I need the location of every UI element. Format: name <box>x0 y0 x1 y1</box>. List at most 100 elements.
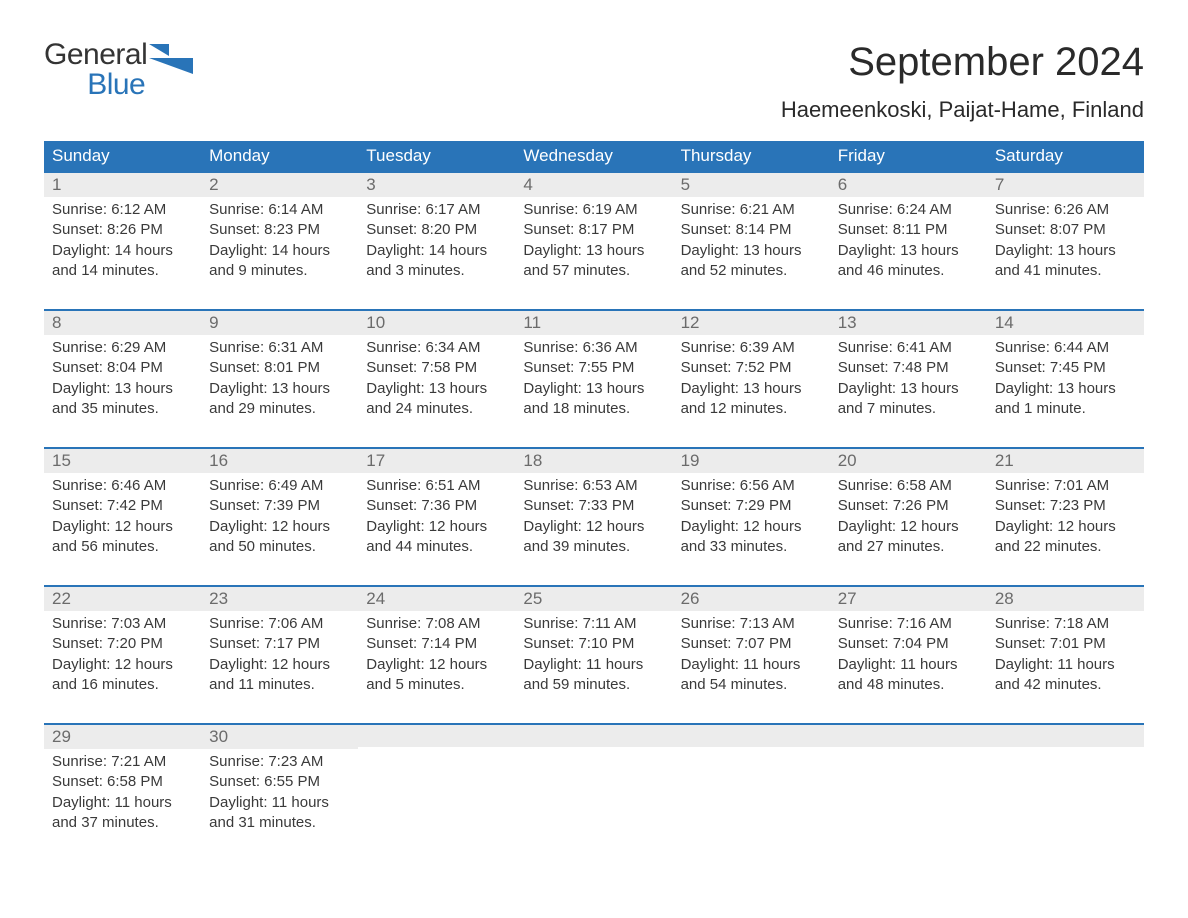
daylight-line: and 12 minutes. <box>681 399 822 419</box>
sunset-line: Sunset: 7:17 PM <box>209 634 350 654</box>
sunset-line: Sunset: 7:20 PM <box>52 634 193 654</box>
sunrise-line: Sunrise: 6:39 AM <box>681 338 822 358</box>
day-cell <box>515 724 672 861</box>
week-row: 22Sunrise: 7:03 AMSunset: 7:20 PMDayligh… <box>44 586 1144 724</box>
day-details: Sunrise: 7:08 AMSunset: 7:14 PMDaylight:… <box>358 611 515 695</box>
daylight-line: and 52 minutes. <box>681 261 822 281</box>
sunset-line: Sunset: 7:45 PM <box>995 358 1136 378</box>
col-thursday: Thursday <box>673 141 830 172</box>
day-number: 15 <box>44 449 201 473</box>
sunset-line: Sunset: 7:29 PM <box>681 496 822 516</box>
week-row: 1Sunrise: 6:12 AMSunset: 8:26 PMDaylight… <box>44 172 1144 310</box>
daylight-line: Daylight: 13 hours <box>838 241 979 261</box>
sunset-line: Sunset: 7:58 PM <box>366 358 507 378</box>
day-cell: 29Sunrise: 7:21 AMSunset: 6:58 PMDayligh… <box>44 724 201 861</box>
day-details: Sunrise: 6:56 AMSunset: 7:29 PMDaylight:… <box>673 473 830 557</box>
calendar-document: General Blue September 2024 Haemeenkoski… <box>44 40 1144 861</box>
sunset-line: Sunset: 8:04 PM <box>52 358 193 378</box>
day-details: Sunrise: 6:39 AMSunset: 7:52 PMDaylight:… <box>673 335 830 419</box>
day-number <box>673 725 830 747</box>
daylight-line: and 27 minutes. <box>838 537 979 557</box>
sunrise-line: Sunrise: 7:01 AM <box>995 476 1136 496</box>
day-number: 3 <box>358 173 515 197</box>
day-number: 20 <box>830 449 987 473</box>
day-number: 19 <box>673 449 830 473</box>
day-number: 2 <box>201 173 358 197</box>
day-details: Sunrise: 6:34 AMSunset: 7:58 PMDaylight:… <box>358 335 515 419</box>
daylight-line: Daylight: 13 hours <box>523 379 664 399</box>
daylight-line: Daylight: 13 hours <box>995 379 1136 399</box>
daylight-line: and 29 minutes. <box>209 399 350 419</box>
day-cell <box>830 724 987 861</box>
daylight-line: and 24 minutes. <box>366 399 507 419</box>
daylight-line: and 59 minutes. <box>523 675 664 695</box>
day-number: 6 <box>830 173 987 197</box>
sunrise-line: Sunrise: 7:08 AM <box>366 614 507 634</box>
day-details: Sunrise: 6:44 AMSunset: 7:45 PMDaylight:… <box>987 335 1144 419</box>
sunrise-line: Sunrise: 7:23 AM <box>209 752 350 772</box>
sunrise-line: Sunrise: 6:36 AM <box>523 338 664 358</box>
daylight-line: Daylight: 13 hours <box>838 379 979 399</box>
header: General Blue September 2024 Haemeenkoski… <box>44 40 1144 123</box>
day-cell: 21Sunrise: 7:01 AMSunset: 7:23 PMDayligh… <box>987 448 1144 586</box>
sunset-line: Sunset: 7:26 PM <box>838 496 979 516</box>
day-cell: 10Sunrise: 6:34 AMSunset: 7:58 PMDayligh… <box>358 310 515 448</box>
sunset-line: Sunset: 7:55 PM <box>523 358 664 378</box>
day-details: Sunrise: 6:17 AMSunset: 8:20 PMDaylight:… <box>358 197 515 281</box>
day-number: 30 <box>201 725 358 749</box>
sunrise-line: Sunrise: 6:41 AM <box>838 338 979 358</box>
page-subtitle: Haemeenkoski, Paijat-Hame, Finland <box>781 97 1144 123</box>
sunset-line: Sunset: 8:20 PM <box>366 220 507 240</box>
sunrise-line: Sunrise: 6:53 AM <box>523 476 664 496</box>
daylight-line: and 46 minutes. <box>838 261 979 281</box>
sunrise-line: Sunrise: 7:13 AM <box>681 614 822 634</box>
daylight-line: Daylight: 13 hours <box>52 379 193 399</box>
day-number: 16 <box>201 449 358 473</box>
daylight-line: and 56 minutes. <box>52 537 193 557</box>
daylight-line: and 44 minutes. <box>366 537 507 557</box>
daylight-line: and 42 minutes. <box>995 675 1136 695</box>
daylight-line: and 18 minutes. <box>523 399 664 419</box>
week-row: 29Sunrise: 7:21 AMSunset: 6:58 PMDayligh… <box>44 724 1144 861</box>
sunset-line: Sunset: 8:26 PM <box>52 220 193 240</box>
day-number: 12 <box>673 311 830 335</box>
daylight-line: Daylight: 12 hours <box>209 655 350 675</box>
day-details: Sunrise: 6:14 AMSunset: 8:23 PMDaylight:… <box>201 197 358 281</box>
day-details: Sunrise: 6:19 AMSunset: 8:17 PMDaylight:… <box>515 197 672 281</box>
daylight-line: Daylight: 13 hours <box>209 379 350 399</box>
day-number: 8 <box>44 311 201 335</box>
sunrise-line: Sunrise: 7:21 AM <box>52 752 193 772</box>
day-cell: 18Sunrise: 6:53 AMSunset: 7:33 PMDayligh… <box>515 448 672 586</box>
sunrise-line: Sunrise: 6:24 AM <box>838 200 979 220</box>
day-number: 9 <box>201 311 358 335</box>
day-cell: 1Sunrise: 6:12 AMSunset: 8:26 PMDaylight… <box>44 172 201 310</box>
day-cell <box>987 724 1144 861</box>
day-cell: 16Sunrise: 6:49 AMSunset: 7:39 PMDayligh… <box>201 448 358 586</box>
brand-word-b: Blue <box>87 68 145 101</box>
day-cell: 15Sunrise: 6:46 AMSunset: 7:42 PMDayligh… <box>44 448 201 586</box>
day-number <box>987 725 1144 747</box>
daylight-line: Daylight: 11 hours <box>209 793 350 813</box>
weekday-header-row: Sunday Monday Tuesday Wednesday Thursday… <box>44 141 1144 172</box>
day-cell: 22Sunrise: 7:03 AMSunset: 7:20 PMDayligh… <box>44 586 201 724</box>
day-cell: 24Sunrise: 7:08 AMSunset: 7:14 PMDayligh… <box>358 586 515 724</box>
daylight-line: Daylight: 12 hours <box>366 655 507 675</box>
day-details: Sunrise: 7:06 AMSunset: 7:17 PMDaylight:… <box>201 611 358 695</box>
day-cell: 5Sunrise: 6:21 AMSunset: 8:14 PMDaylight… <box>673 172 830 310</box>
daylight-line: Daylight: 12 hours <box>52 655 193 675</box>
daylight-line: and 41 minutes. <box>995 261 1136 281</box>
day-number <box>358 725 515 747</box>
day-details: Sunrise: 7:21 AMSunset: 6:58 PMDaylight:… <box>44 749 201 833</box>
day-details: Sunrise: 6:24 AMSunset: 8:11 PMDaylight:… <box>830 197 987 281</box>
day-cell: 11Sunrise: 6:36 AMSunset: 7:55 PMDayligh… <box>515 310 672 448</box>
col-friday: Friday <box>830 141 987 172</box>
day-details <box>987 747 1144 750</box>
daylight-line: Daylight: 13 hours <box>366 379 507 399</box>
sunrise-line: Sunrise: 6:56 AM <box>681 476 822 496</box>
sunrise-line: Sunrise: 6:29 AM <box>52 338 193 358</box>
day-details: Sunrise: 7:11 AMSunset: 7:10 PMDaylight:… <box>515 611 672 695</box>
sunset-line: Sunset: 7:42 PM <box>52 496 193 516</box>
day-details: Sunrise: 6:31 AMSunset: 8:01 PMDaylight:… <box>201 335 358 419</box>
day-cell: 12Sunrise: 6:39 AMSunset: 7:52 PMDayligh… <box>673 310 830 448</box>
day-cell: 14Sunrise: 6:44 AMSunset: 7:45 PMDayligh… <box>987 310 1144 448</box>
